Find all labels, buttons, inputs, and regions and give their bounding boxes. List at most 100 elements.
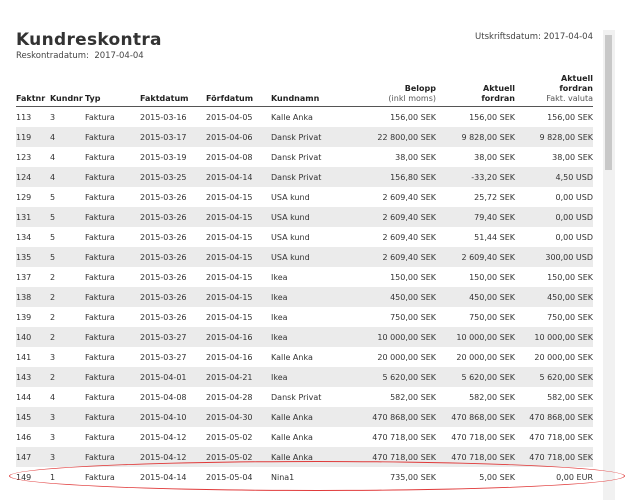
cell-aktuell-fordran: 156,00 SEK: [469, 112, 515, 122]
cell-belopp: 38,00 SEK: [395, 152, 436, 162]
cell-kundnr: 5: [50, 232, 56, 242]
col-belopp[interactable]: Belopp (inkl moms): [351, 74, 436, 107]
cell-forfdatum: 2015-04-15: [206, 232, 253, 242]
table-row[interactable]: 123 4 Faktura 2015-03-19 2015-04-08 Dansk Pri…: [16, 147, 593, 167]
ledger-date-value: 2017-04-04: [94, 51, 144, 61]
col-aktuell2-label: Aktuell: [561, 74, 593, 83]
cell-kundnamn: Ikea: [271, 272, 288, 282]
table-row[interactable]: 145 3 Faktura 2015-04-10 2015-04-30 Kalle Ank…: [16, 407, 593, 427]
col-aktuell-fordran[interactable]: Aktuell fordran: [436, 74, 515, 107]
cell-faktdatum: 2015-03-26: [140, 192, 187, 202]
cell-faktdatum: 2015-03-26: [140, 232, 187, 242]
cell-faktnr: 135: [16, 247, 50, 267]
cell-faktdatum: 2015-03-26: [140, 272, 187, 282]
cell-kundnamn: Dansk Privat: [271, 152, 322, 162]
cell-aktuell-fordran: 38,00 SEK: [474, 152, 515, 162]
table-row[interactable]: 131 5 Faktura 2015-03-26 2015-04-15 USA kund 2…: [16, 207, 593, 227]
cell-kundnr: 2: [50, 327, 85, 347]
table-row[interactable]: 135 5 Faktura 2015-03-26 2015-04-15 USA kund 2…: [16, 247, 593, 267]
table-row[interactable]: 143 2 Faktura 2015-04-01 2015-04-21 Ikea 5 620…: [16, 367, 593, 387]
col-kundnamn[interactable]: Kundnamn: [271, 74, 351, 107]
cell-forfdatum: 2015-04-15: [206, 272, 253, 282]
col-aktuell-fordran-valuta[interactable]: Aktuell fordran Fakt. valuta: [515, 74, 593, 107]
table-row[interactable]: 144 4 Faktura 2015-04-08 2015-04-28 Dansk Pri…: [16, 387, 593, 407]
cell-faktnr: 134: [16, 232, 32, 242]
table-row[interactable]: 138 2 Faktura 2015-03-26 2015-04-15 Ikea 450,0…: [16, 287, 593, 307]
cell-faktnr: 129: [16, 192, 32, 202]
cell-fakt-valuta: 0,00 USD: [555, 192, 593, 202]
cell-kundnamn: Dansk Privat: [271, 167, 351, 187]
cell-typ: Faktura: [85, 352, 115, 362]
cell-fakt-valuta: 150,00 SEK: [547, 272, 593, 282]
cell-kundnamn: Ikea: [271, 367, 351, 387]
cell-fakt-valuta: 750,00 SEK: [547, 312, 593, 322]
cell-forfdatum: 2015-04-05: [206, 112, 253, 122]
cell-typ: Faktura: [85, 127, 140, 147]
table-row[interactable]: 134 5 Faktura 2015-03-26 2015-04-15 USA kund 2…: [16, 227, 593, 247]
col-forfdatum[interactable]: Förfdatum: [206, 74, 271, 107]
cell-aktuell-fordran: 9 828,00 SEK: [436, 127, 515, 147]
table-row[interactable]: 141 3 Faktura 2015-03-27 2015-04-16 Kalle Ank…: [16, 347, 593, 367]
cell-typ: Faktura: [85, 327, 140, 347]
cell-fakt-valuta: 450,00 SEK: [515, 287, 593, 307]
cell-kundnamn: USA kund: [271, 232, 310, 242]
cell-kundnamn: Kalle Anka: [271, 352, 313, 362]
table-row[interactable]: 137 2 Faktura 2015-03-26 2015-04-15 Ikea 150,0…: [16, 267, 593, 287]
cell-forfdatum: 2015-04-15: [206, 192, 253, 202]
ledger-date: Reskontradatum: 2017-04-04: [16, 51, 144, 61]
cell-faktdatum: 2015-03-27: [140, 352, 187, 362]
cell-fakt-valuta: 156,00 SEK: [547, 112, 593, 122]
cell-fakt-valuta: 20 000,00 SEK: [534, 352, 593, 362]
cell-typ: Faktura: [85, 207, 140, 227]
table-row[interactable]: 146 3 Faktura 2015-04-12 2015-05-02 Kalle Ank…: [16, 427, 593, 447]
table-row[interactable]: 129 5 Faktura 2015-03-26 2015-04-15 USA kund 2…: [16, 187, 593, 207]
cell-aktuell-fordran: 20 000,00 SEK: [456, 352, 515, 362]
cell-kundnamn: USA kund: [271, 247, 351, 267]
cell-faktdatum: 2015-04-01: [140, 367, 206, 387]
col-typ[interactable]: Typ: [85, 74, 140, 107]
highlight-ellipse: [9, 461, 625, 491]
cell-belopp: 2 609,40 SEK: [351, 247, 436, 267]
cell-kundnr: 2: [50, 272, 56, 282]
cell-aktuell-fordran: 750,00 SEK: [469, 312, 515, 322]
cell-forfdatum: 2015-04-28: [206, 392, 253, 402]
vertical-scrollbar[interactable]: [603, 30, 615, 500]
cell-typ: Faktura: [85, 192, 115, 202]
col-faktdatum[interactable]: Faktdatum: [140, 74, 206, 107]
col-faktnr[interactable]: Faktnr: [16, 74, 50, 107]
cell-kundnr: 2: [50, 312, 56, 322]
cell-kundnamn: Ikea: [271, 312, 288, 322]
table-row[interactable]: 124 4 Faktura 2015-03-25 2015-04-14 Dansk Pri…: [16, 167, 593, 187]
cell-faktnr: 140: [16, 327, 50, 347]
cell-faktnr: 131: [16, 207, 50, 227]
cell-kundnr: 4: [50, 127, 85, 147]
cell-fakt-valuta: 9 828,00 SEK: [515, 127, 593, 147]
table-row[interactable]: 119 4 Faktura 2015-03-17 2015-04-06 Dansk Pri…: [16, 127, 593, 147]
col-fordran2-label: fordran: [559, 84, 593, 93]
cell-faktnr: 137: [16, 272, 32, 282]
cell-aktuell-fordran: 51,44 SEK: [474, 232, 515, 242]
cell-aktuell-fordran: 25,72 SEK: [474, 192, 515, 202]
cell-kundnamn: Kalle Anka: [271, 432, 313, 442]
col-aktuell-label: Aktuell: [483, 84, 515, 93]
table-row[interactable]: 139 2 Faktura 2015-03-26 2015-04-15 Ikea 750,0…: [16, 307, 593, 327]
col-kundnr[interactable]: Kundnr: [50, 74, 85, 107]
cell-kundnr: 3: [50, 432, 56, 442]
cell-typ: Faktura: [85, 272, 115, 282]
cell-forfdatum: 2015-04-30: [206, 407, 271, 427]
page-title: Kundreskontra: [16, 30, 162, 50]
table-row[interactable]: 140 2 Faktura 2015-03-27 2015-04-16 Ikea 10 00…: [16, 327, 593, 347]
cell-kundnamn: Kalle Anka: [271, 407, 351, 427]
cell-kundnr: 5: [50, 207, 85, 227]
cell-fakt-valuta: 470 718,00 SEK: [529, 432, 593, 442]
cell-forfdatum: 2015-04-15: [206, 287, 271, 307]
scrollbar-thumb[interactable]: [605, 35, 612, 170]
cell-fakt-valuta: 10 000,00 SEK: [515, 327, 593, 347]
cell-forfdatum: 2015-04-16: [206, 327, 271, 347]
cell-forfdatum: 2015-04-08: [206, 152, 253, 162]
table-row[interactable]: 113 3 Faktura 2015-03-16 2015-04-05 Kalle Ank…: [16, 107, 593, 128]
cell-faktnr: 146: [16, 432, 32, 442]
cell-belopp: 150,00 SEK: [390, 272, 436, 282]
print-date-value: 2017-04-04: [543, 32, 593, 42]
cell-belopp: 2 609,40 SEK: [382, 232, 436, 242]
